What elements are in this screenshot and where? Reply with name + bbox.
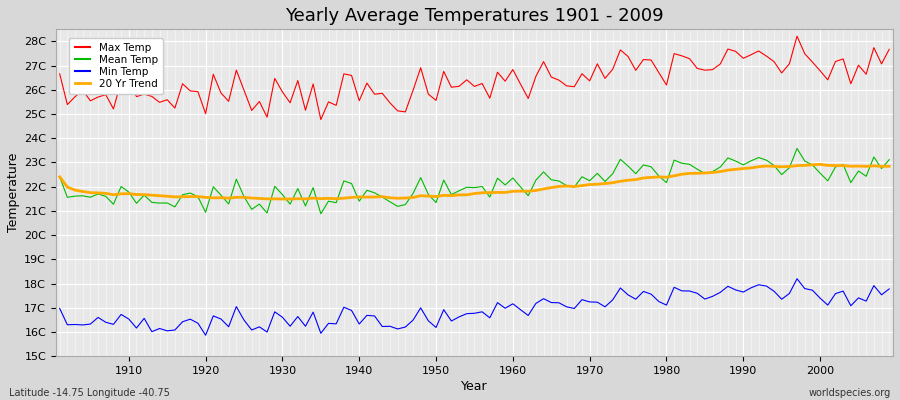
Text: Latitude -14.75 Longitude -40.75: Latitude -14.75 Longitude -40.75 <box>9 388 170 398</box>
Title: Yearly Average Temperatures 1901 - 2009: Yearly Average Temperatures 1901 - 2009 <box>285 7 664 25</box>
Text: worldspecies.org: worldspecies.org <box>809 388 891 398</box>
X-axis label: Year: Year <box>461 380 488 393</box>
Legend: Max Temp, Mean Temp, Min Temp, 20 Yr Trend: Max Temp, Mean Temp, Min Temp, 20 Yr Tre… <box>69 38 163 94</box>
Y-axis label: Temperature: Temperature <box>7 153 20 232</box>
